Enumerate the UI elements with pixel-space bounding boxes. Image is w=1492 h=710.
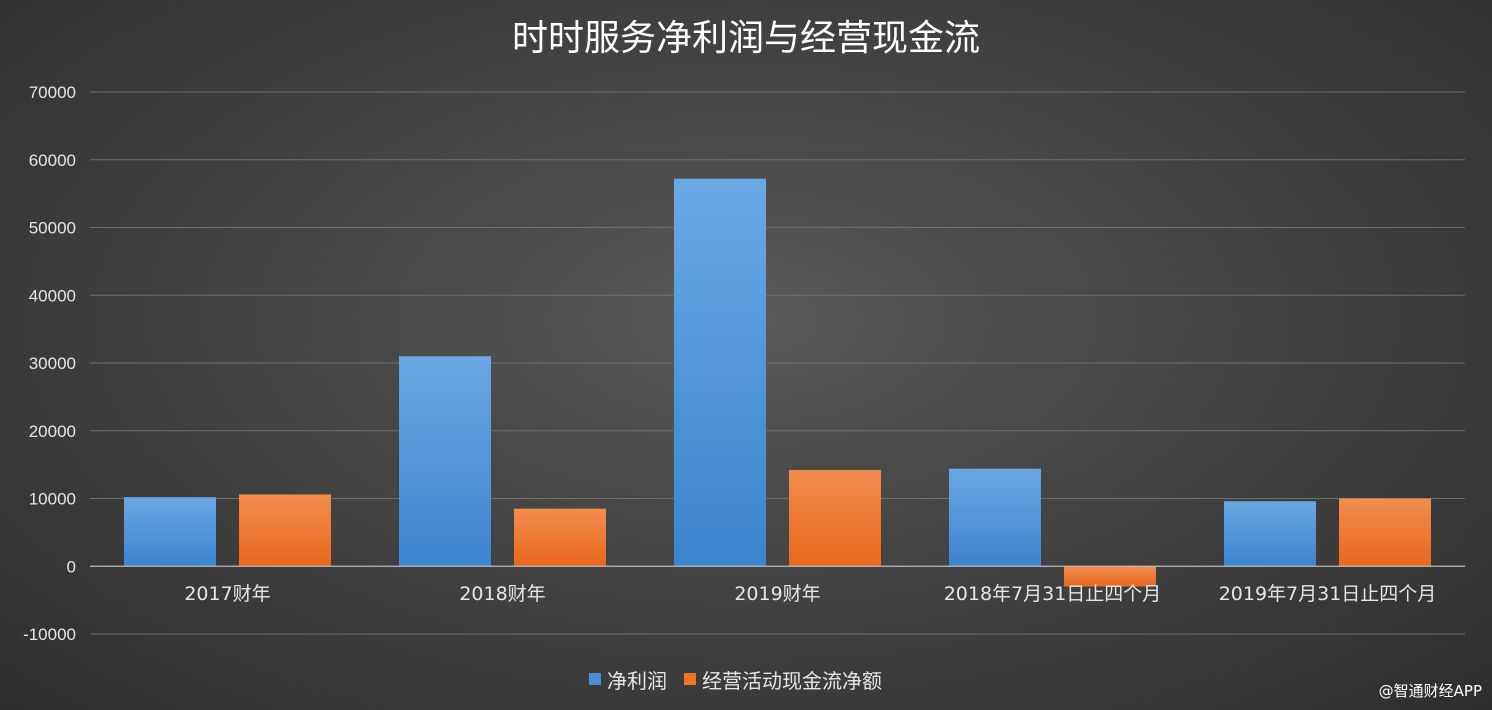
legend: 净利润 经营活动现金流净额: [589, 669, 882, 693]
y-tick-label: -10000: [23, 625, 76, 644]
legend-swatch: [684, 673, 696, 685]
bar-operating-cash-flow: [1339, 498, 1431, 567]
y-tick-label: 10000: [29, 490, 76, 509]
bar-net-profit: [949, 468, 1041, 567]
bar-net-profit: [1224, 501, 1316, 567]
legend-swatch: [589, 673, 601, 685]
x-tick-label: 2018年7月31日止四个月: [944, 583, 1162, 605]
x-tick-label: 2019年7月31日止四个月: [1219, 583, 1437, 605]
bar-operating-cash-flow: [789, 470, 881, 567]
y-tick-label: 20000: [29, 422, 76, 441]
legend-label: 经营活动现金流净额: [702, 669, 882, 693]
y-tick-label: 40000: [29, 286, 76, 305]
y-tick-label: 70000: [29, 83, 76, 102]
legend-label: 净利润: [607, 669, 667, 693]
bar-operating-cash-flow: [1064, 566, 1156, 587]
y-tick-label: 0: [67, 557, 76, 576]
y-tick-label: 60000: [29, 151, 76, 170]
x-axis-ticks: 2017财年 2018财年 2019财年 2018年7月31日止四个月 2019年7月3…: [184, 583, 1436, 605]
x-tick-label: 2017财年: [184, 583, 270, 605]
y-axis-ticks: 70000 60000 50000 40000 30000 20000 10000 0 -100…: [23, 83, 76, 644]
bars: [124, 178, 1431, 587]
y-tick-label: 50000: [29, 219, 76, 238]
bar-net-profit: [124, 497, 216, 567]
y-tick-label: 30000: [29, 354, 76, 373]
bar-operating-cash-flow: [514, 508, 606, 567]
watermark-text: @智通财经APP: [1379, 682, 1482, 700]
x-tick-label: 2019财年: [734, 583, 820, 605]
chart-title: 时时服务净利润与经营现金流: [512, 18, 980, 59]
bar-net-profit: [399, 356, 491, 567]
x-tick-label: 2018财年: [459, 583, 545, 605]
bar-operating-cash-flow: [239, 494, 331, 567]
bar-net-profit: [674, 178, 766, 567]
